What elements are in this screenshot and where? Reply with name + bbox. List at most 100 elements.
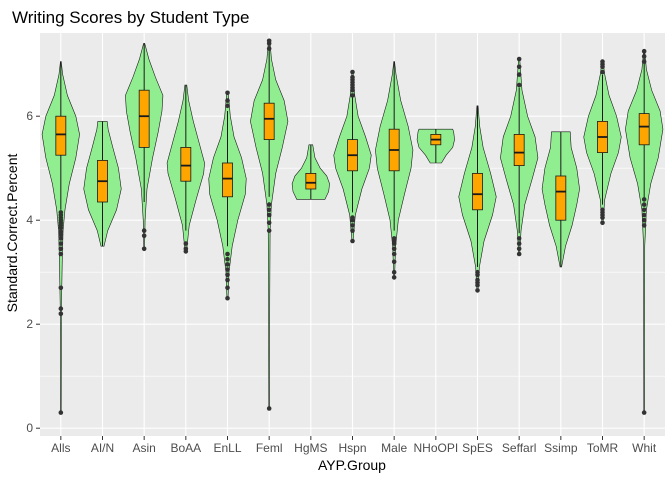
outlier-point — [225, 256, 230, 262]
outlier-point — [641, 212, 647, 218]
box-iqr — [305, 172, 317, 190]
violin-group-feml — [250, 38, 289, 411]
outlier-point — [58, 241, 64, 246]
outlier-point — [225, 285, 230, 291]
outlier-point — [641, 217, 647, 223]
x-tick-label: Ssimp — [544, 441, 578, 455]
outlier-point — [600, 207, 605, 213]
box-iqr — [513, 133, 525, 166]
outlier-point — [58, 236, 64, 241]
violin-group-tomr — [583, 59, 622, 226]
outlier-point — [225, 262, 230, 267]
x-axis-title: AYP.Group — [318, 457, 386, 473]
x-tick-label: SpES — [462, 441, 493, 455]
outlier-point — [391, 251, 397, 257]
outlier-point — [391, 236, 397, 241]
outlier-point — [58, 251, 64, 257]
box-iqr — [263, 102, 275, 140]
outlier-point — [516, 56, 522, 62]
outlier-point — [391, 259, 397, 265]
box-iqr — [55, 115, 67, 156]
x-tick-label: BoAA — [170, 441, 201, 455]
outlier-point — [141, 233, 147, 239]
outlier-point — [600, 220, 605, 226]
outlier-point — [225, 295, 230, 301]
x-tick-label: Seffarl — [502, 441, 536, 455]
x-tick-label: NHoOPI — [413, 441, 458, 455]
outlier-point — [475, 269, 480, 275]
outlier-point — [516, 64, 522, 70]
outlier-point — [641, 59, 647, 64]
outlier-point — [475, 288, 480, 293]
outlier-point — [58, 246, 64, 252]
box-iqr — [180, 146, 192, 182]
outlier-point — [350, 228, 355, 233]
outlier-point — [641, 54, 647, 59]
x-tick-label: Whit — [632, 441, 657, 455]
y-axis-title: Standard.Correct.Percent — [4, 154, 20, 313]
violin-group-boaa — [166, 84, 205, 254]
outlier-point — [516, 251, 522, 257]
outlier-point — [183, 246, 189, 252]
outlier-point — [641, 223, 647, 228]
x-axis: Alls AI/N Asin BoAA EnLL Feml HgMS Hspn Male NHoO… — [51, 436, 657, 455]
violin-group-enll — [208, 90, 247, 301]
outlier-point — [266, 207, 272, 213]
box-iqr — [472, 172, 483, 211]
outlier-point — [225, 98, 230, 103]
outlier-point — [391, 275, 397, 280]
outlier-point — [641, 410, 647, 415]
outlier-point — [266, 46, 272, 51]
outlier-point — [266, 228, 272, 233]
outlier-point — [58, 210, 64, 215]
outlier-point — [350, 93, 355, 98]
x-tick-label: AI/N — [91, 441, 114, 455]
outlier-point — [225, 272, 230, 278]
violin-group-hspn — [333, 69, 372, 244]
y-tick-label: 0 — [26, 421, 33, 435]
outlier-point — [516, 236, 522, 241]
violin-group-spes — [458, 105, 497, 293]
outlier-point — [350, 74, 355, 80]
outlier-point — [350, 69, 355, 75]
outlier-point — [475, 277, 480, 283]
x-tick-label: EnLL — [213, 441, 241, 455]
outlier-point — [141, 228, 147, 233]
outlier-point — [516, 82, 522, 88]
outlier-point — [58, 285, 64, 291]
x-tick-label: Alls — [51, 441, 70, 455]
outlier-point — [225, 251, 230, 257]
outlier-point — [266, 202, 272, 207]
box-iqr — [555, 175, 567, 221]
x-tick-label: ToMR — [587, 441, 619, 455]
violin-group-alls — [41, 61, 80, 415]
box-iqr — [222, 162, 233, 198]
outlier-point — [58, 229, 64, 234]
y-tick-label: 2 — [26, 317, 33, 331]
box-iqr — [638, 113, 650, 146]
outlier-point — [350, 238, 355, 244]
outlier-point — [516, 241, 522, 246]
outlier-point — [516, 246, 522, 252]
outlier-point — [266, 220, 272, 226]
x-tick-label: HgMS — [294, 441, 327, 455]
outlier-point — [641, 202, 647, 207]
x-tick-label: Feml — [256, 441, 283, 455]
outlier-point — [600, 69, 605, 75]
x-tick-label: Asin — [132, 441, 155, 455]
violin-group-ai-n — [83, 121, 122, 247]
outlier-point — [516, 72, 522, 77]
outlier-point — [641, 48, 647, 54]
y-tick-label: 4 — [26, 213, 33, 227]
violin-group-seffarl — [500, 56, 539, 257]
violin-group-nhoopi — [416, 128, 455, 164]
outlier-point — [641, 207, 647, 213]
chart-title: Writing Scores by Student Type — [12, 8, 250, 27]
box-iqr — [138, 89, 150, 148]
outlier-point — [225, 267, 230, 272]
outlier-point — [225, 90, 230, 96]
violin-group-male — [375, 61, 414, 280]
outlier-point — [266, 38, 272, 44]
outlier-point — [225, 103, 230, 109]
